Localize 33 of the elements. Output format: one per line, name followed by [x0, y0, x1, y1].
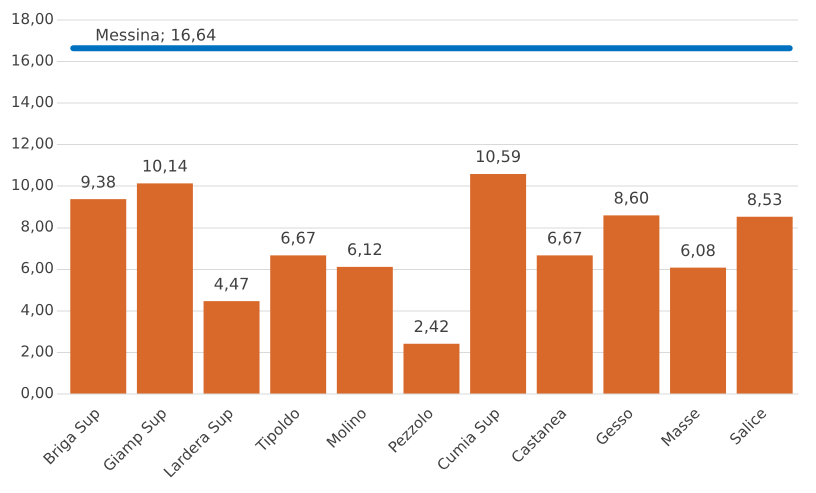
y-tick-label: 10,00: [10, 176, 54, 194]
data-label: 10,59: [475, 147, 522, 166]
bar: [536, 255, 593, 394]
bar: [603, 215, 660, 394]
bar: [136, 183, 193, 394]
bar: [403, 344, 460, 394]
bar: [670, 268, 726, 394]
data-label: 9,38: [80, 172, 116, 192]
bar: [470, 174, 526, 394]
data-label: 4,47: [214, 274, 250, 294]
bar: [70, 199, 126, 394]
y-tick-label: 8,00: [20, 218, 54, 236]
bar: [204, 301, 260, 394]
y-tick-label: 6,00: [20, 259, 54, 278]
data-label: 6,08: [680, 240, 716, 260]
data-label: 8,60: [614, 188, 650, 208]
y-tick-label: 0,00: [20, 384, 54, 402]
data-label: 10,14: [142, 156, 188, 176]
data-label: 2,42: [414, 316, 450, 336]
data-label: 6,67: [280, 228, 316, 248]
bar: [736, 216, 793, 394]
y-tick-label: 14,00: [10, 93, 54, 112]
y-tick-label: 18,00: [10, 10, 54, 28]
ref-line-label: Messina; 16,64: [95, 25, 216, 44]
data-label: 6,67: [546, 228, 583, 248]
data-label: 8,53: [746, 190, 782, 209]
y-tick-label: 2,00: [20, 342, 54, 360]
bar: [336, 266, 393, 394]
data-label: 6,12: [347, 240, 383, 260]
bar: [270, 255, 326, 394]
y-tick-label: 4,00: [20, 300, 54, 319]
y-tick-label: 16,00: [10, 51, 54, 70]
y-tick-label: 12,00: [10, 134, 54, 153]
